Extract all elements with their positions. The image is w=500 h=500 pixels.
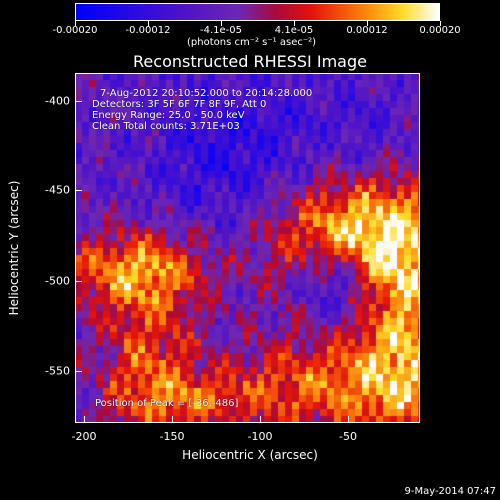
colorbar-tick-label: -4.1e-05: [200, 25, 242, 36]
info-detectors: Detectors: 3F 5F 6F 7F 8F 9F, Att 0: [92, 99, 267, 110]
y-tick: [75, 190, 82, 191]
colorbar-tick: [221, 21, 222, 26]
info-energy: Energy Range: 25.0 - 50.0 keV: [92, 110, 245, 121]
y-tick: [75, 281, 82, 282]
y-tick: [75, 371, 82, 372]
y-tick: [75, 101, 82, 102]
x-tick-label: -50: [339, 430, 357, 443]
info-clean: Clean Total counts: 3.71E+03: [92, 121, 240, 132]
colorbar-tick-label: -0.00020: [52, 25, 98, 36]
colorbar-tick: [75, 21, 76, 26]
colorbar-tick: [367, 21, 368, 26]
x-tick-label: -150: [159, 430, 185, 443]
x-tick: [84, 416, 85, 423]
colorbar-tick-label: 0.00020: [419, 25, 461, 36]
colorbar-tick: [294, 21, 295, 26]
info-peak: Position of Peak = [-36,-486]: [95, 398, 239, 409]
x-tick: [260, 416, 261, 423]
timestamp: 9-May-2014 07:47: [404, 486, 496, 497]
y-tick-label: -400: [45, 94, 70, 108]
x-axis-label: Heliocentric X (arcsec): [182, 448, 318, 462]
colorbar-tick: [148, 21, 149, 26]
y-axis-label: Heliocentric Y (arcsec): [7, 180, 21, 316]
y-tick-label: -450: [45, 183, 70, 197]
x-tick: [172, 416, 173, 423]
info-time: 7-Aug-2012 20:10:52.000 to 20:14:28.000: [100, 88, 313, 99]
y-tick-label: -500: [45, 274, 70, 288]
colorbar-tick: [440, 21, 441, 26]
y-tick-label: -550: [45, 364, 70, 378]
colorbar-tick-label: -0.00012: [125, 25, 171, 36]
colorbar: [75, 3, 440, 21]
image-title: Reconstructed RHESSI Image: [133, 52, 367, 71]
colorbar-tick-label: 0.00012: [346, 25, 388, 36]
colorbar-units: (photons cm⁻² s⁻¹ asec⁻²): [187, 37, 317, 48]
x-tick-label: -200: [71, 430, 97, 443]
plot-frame: [75, 73, 420, 423]
colorbar-tick-label: 4.1e-05: [274, 25, 314, 36]
x-tick-label: -100: [247, 430, 273, 443]
rhessi-image: [75, 73, 420, 423]
x-tick: [348, 416, 349, 423]
